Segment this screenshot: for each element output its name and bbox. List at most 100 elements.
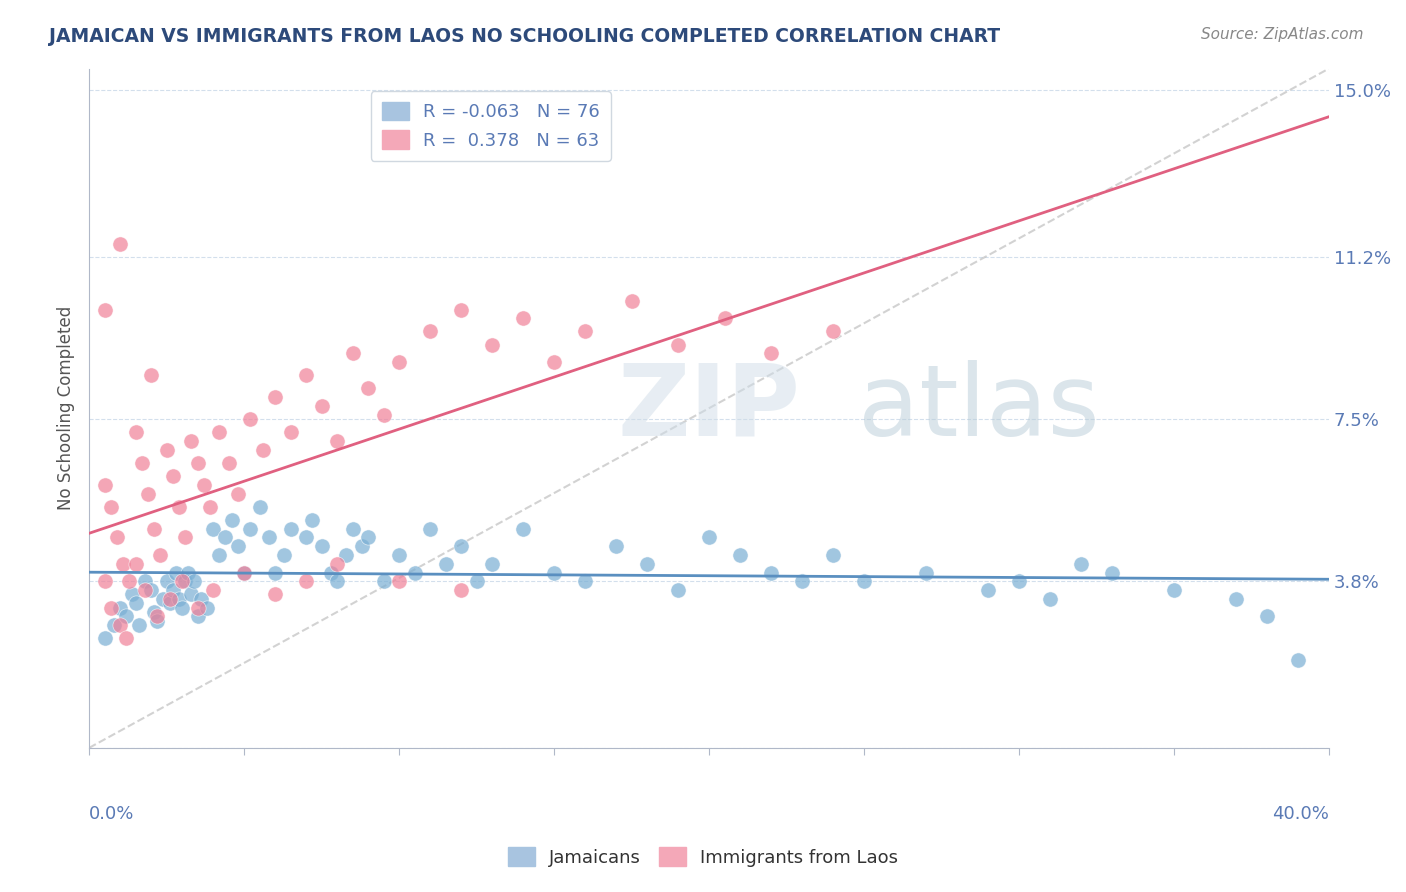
- Point: [728, 548, 751, 562]
- Point: [108, 618, 131, 632]
- Point: [149, 548, 172, 562]
- Point: [183, 574, 205, 589]
- Point: [249, 500, 271, 514]
- Point: [574, 325, 596, 339]
- Point: [295, 531, 318, 545]
- Point: [481, 557, 503, 571]
- Point: [208, 548, 231, 562]
- Point: [636, 557, 658, 571]
- Point: [326, 557, 349, 571]
- Text: Source: ZipAtlas.com: Source: ZipAtlas.com: [1201, 27, 1364, 42]
- Point: [155, 574, 177, 589]
- Point: [821, 325, 844, 339]
- Point: [195, 600, 218, 615]
- Point: [350, 539, 373, 553]
- Point: [512, 522, 534, 536]
- Point: [853, 574, 876, 589]
- Point: [146, 614, 169, 628]
- Point: [93, 302, 115, 317]
- Point: [165, 566, 187, 580]
- Point: [450, 583, 472, 598]
- Point: [128, 618, 150, 632]
- Point: [326, 434, 349, 448]
- Point: [1101, 566, 1123, 580]
- Point: [335, 548, 357, 562]
- Point: [187, 456, 209, 470]
- Point: [187, 600, 209, 615]
- Point: [239, 522, 262, 536]
- Point: [388, 548, 411, 562]
- Point: [264, 566, 287, 580]
- Point: [620, 293, 643, 308]
- Point: [134, 574, 156, 589]
- Point: [481, 337, 503, 351]
- Point: [174, 574, 197, 589]
- Point: [713, 311, 735, 326]
- Point: [139, 368, 162, 383]
- Point: [170, 600, 193, 615]
- Point: [450, 539, 472, 553]
- Point: [233, 566, 256, 580]
- Point: [273, 548, 295, 562]
- Point: [124, 557, 146, 571]
- Point: [280, 425, 302, 440]
- Point: [105, 531, 128, 545]
- Point: [342, 346, 364, 360]
- Point: [1070, 557, 1092, 571]
- Point: [226, 486, 249, 500]
- Point: [342, 522, 364, 536]
- Point: [419, 325, 441, 339]
- Point: [295, 368, 318, 383]
- Point: [108, 600, 131, 615]
- Point: [115, 609, 138, 624]
- Point: [373, 408, 395, 422]
- Point: [108, 236, 131, 251]
- Point: [146, 609, 169, 624]
- Point: [419, 522, 441, 536]
- Point: [139, 583, 162, 598]
- Point: [131, 456, 153, 470]
- Point: [574, 574, 596, 589]
- Text: ZIP: ZIP: [617, 359, 800, 457]
- Point: [221, 513, 243, 527]
- Point: [759, 346, 782, 360]
- Point: [915, 566, 938, 580]
- Point: [152, 591, 174, 606]
- Point: [1039, 591, 1062, 606]
- Point: [319, 566, 342, 580]
- Point: [759, 566, 782, 580]
- Point: [605, 539, 627, 553]
- Point: [190, 591, 212, 606]
- Point: [543, 566, 565, 580]
- Point: [388, 574, 411, 589]
- Point: [790, 574, 813, 589]
- Text: 40.0%: 40.0%: [1272, 805, 1329, 822]
- Point: [177, 566, 200, 580]
- Point: [93, 574, 115, 589]
- Point: [233, 566, 256, 580]
- Point: [136, 486, 159, 500]
- Point: [162, 583, 184, 598]
- Point: [162, 469, 184, 483]
- Point: [159, 596, 181, 610]
- Point: [1163, 583, 1185, 598]
- Point: [1286, 653, 1309, 667]
- Point: [180, 587, 202, 601]
- Point: [357, 382, 380, 396]
- Point: [115, 632, 138, 646]
- Text: 0.0%: 0.0%: [89, 805, 135, 822]
- Point: [434, 557, 457, 571]
- Point: [214, 531, 236, 545]
- Point: [295, 574, 318, 589]
- Point: [1225, 591, 1247, 606]
- Point: [264, 390, 287, 404]
- Point: [121, 587, 143, 601]
- Point: [103, 618, 125, 632]
- Legend: Jamaicans, Immigrants from Laos: Jamaicans, Immigrants from Laos: [501, 840, 905, 874]
- Point: [977, 583, 1000, 598]
- Point: [170, 574, 193, 589]
- Point: [124, 596, 146, 610]
- Point: [357, 531, 380, 545]
- Point: [226, 539, 249, 553]
- Point: [93, 632, 115, 646]
